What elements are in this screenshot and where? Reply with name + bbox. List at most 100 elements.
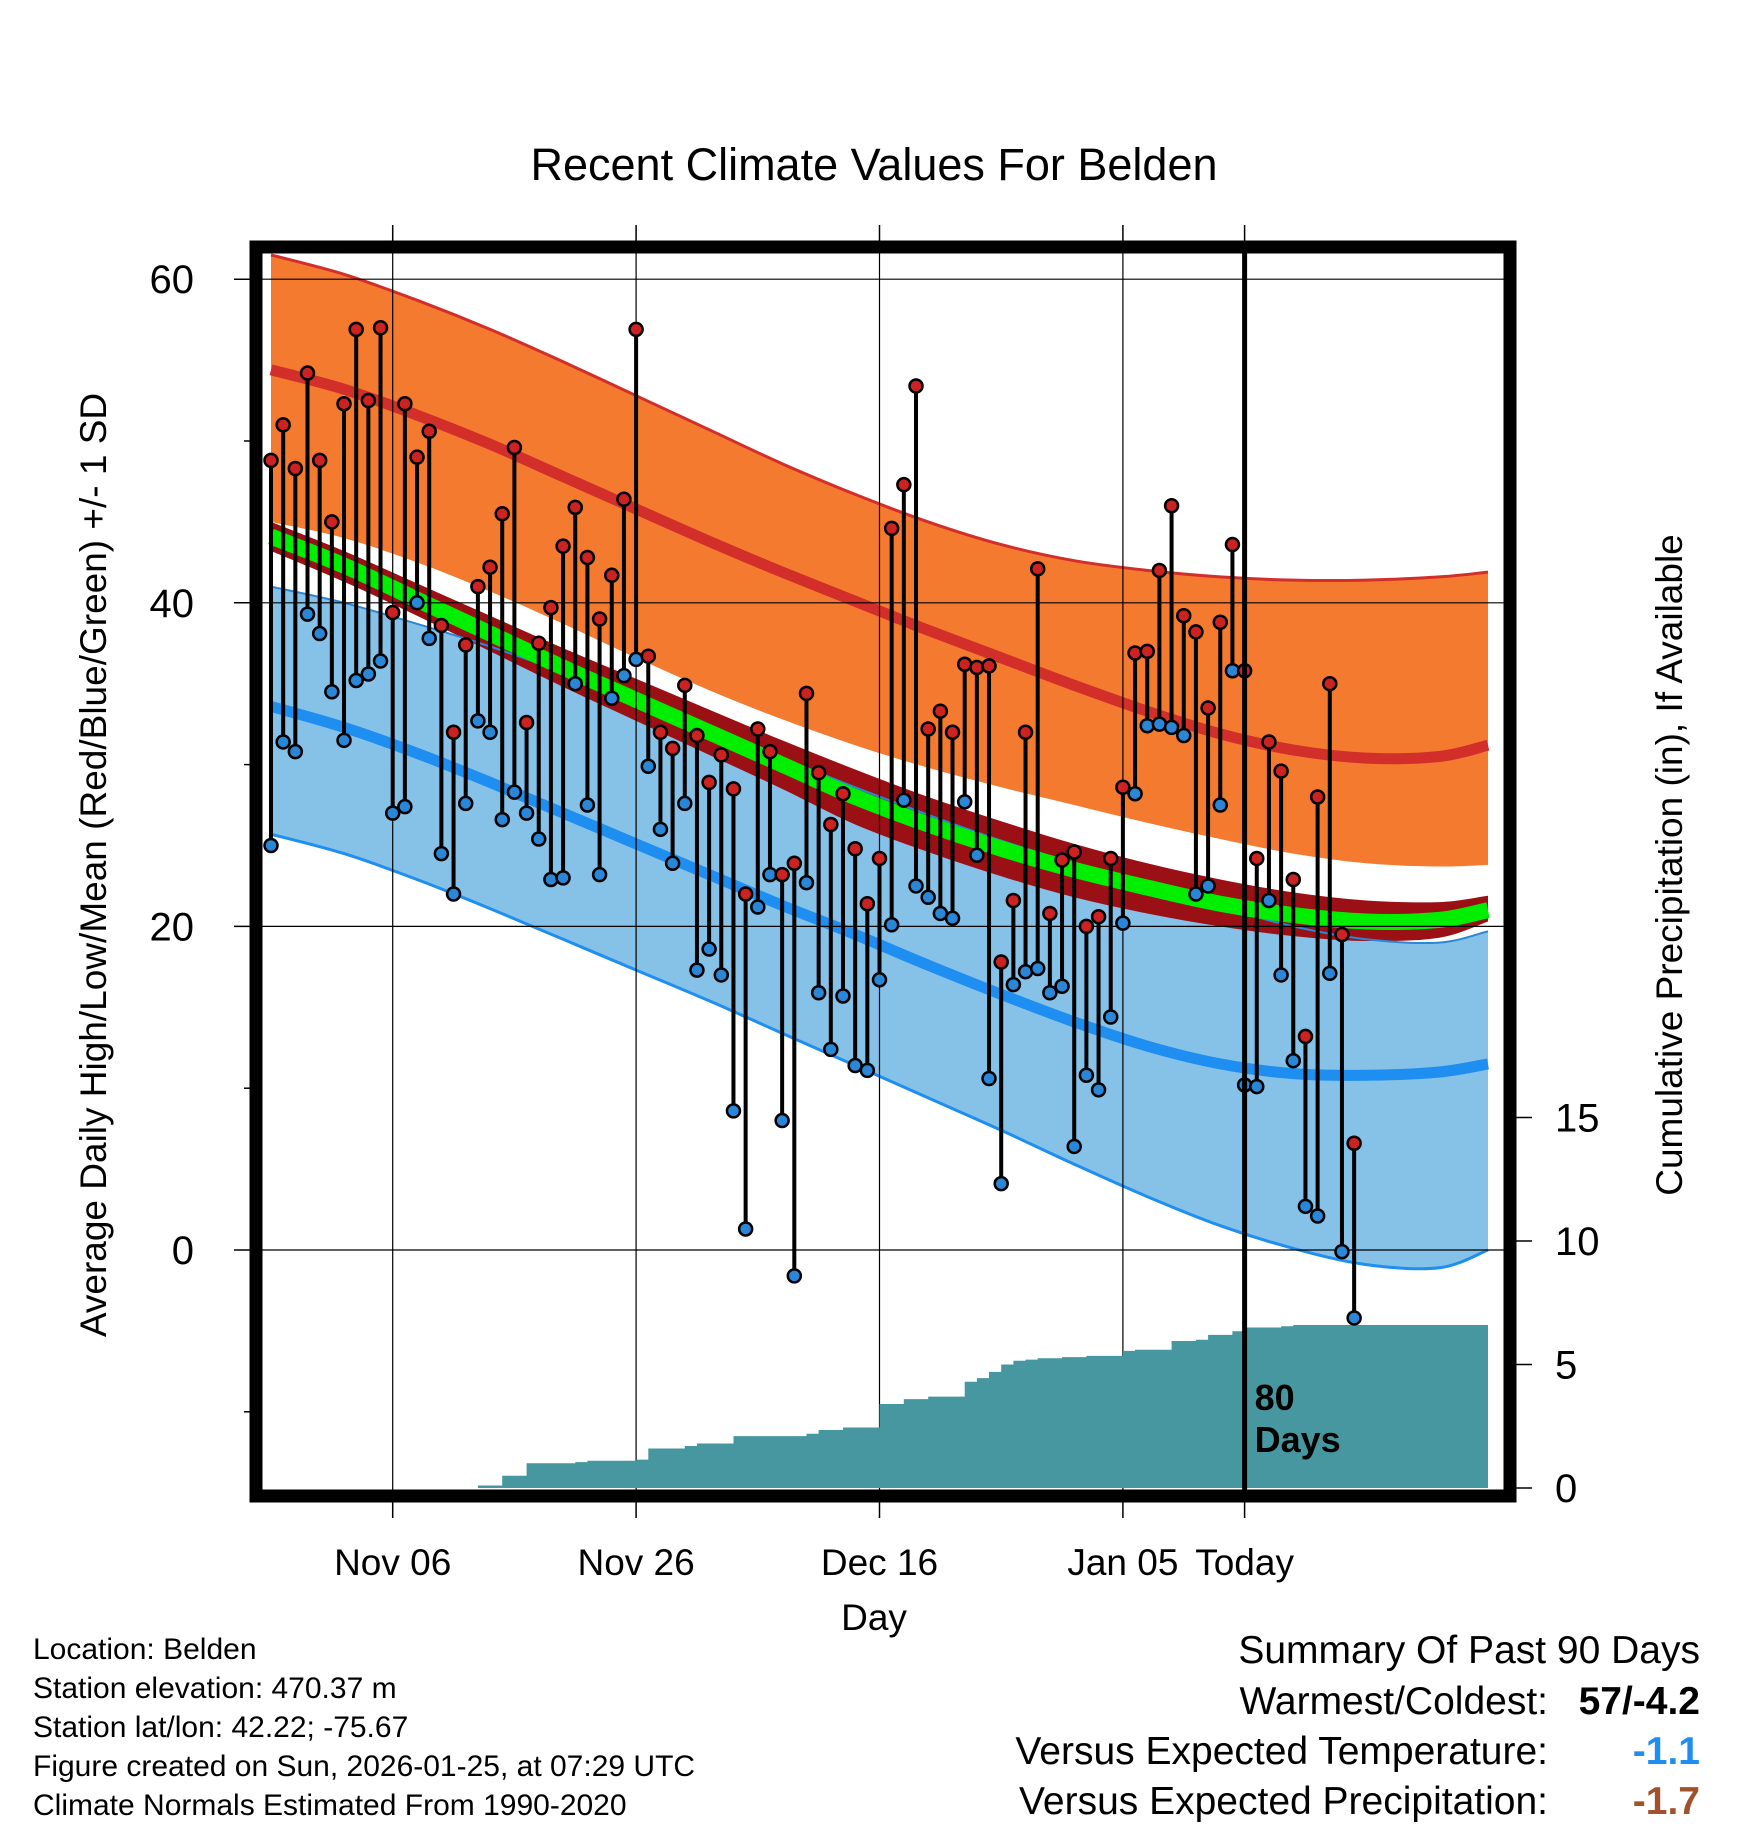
obs-high-point <box>409 449 425 465</box>
obs-high-point <box>920 721 936 737</box>
obs-high-point <box>579 549 596 566</box>
temp-value: -1.1 <box>1632 1730 1700 1773</box>
obs-high-point <box>762 743 778 760</box>
obs-low-point <box>1309 1208 1326 1224</box>
warmest-coldest-label: Warmest/Coldest: <box>1239 1680 1548 1723</box>
obs-low-point <box>725 1103 742 1119</box>
obs-high-point <box>664 740 681 757</box>
obs-high-point <box>604 567 620 584</box>
obs-low-point <box>494 811 510 828</box>
obs-low-point <box>1102 1009 1119 1025</box>
obs-high-point <box>616 491 632 507</box>
obs-high-point <box>725 781 742 797</box>
obs-high-point <box>1309 789 1326 805</box>
obs-low-point <box>409 595 425 611</box>
obs-high-point <box>1163 497 1180 514</box>
obs-high-point <box>1066 844 1082 860</box>
y-tick-label: 20 <box>150 905 195 949</box>
obs-high-point <box>847 840 863 857</box>
obs-low-point <box>299 606 316 622</box>
obs-high-point <box>689 727 705 744</box>
obs-low-point <box>543 871 559 888</box>
obs-low-point <box>908 878 924 894</box>
obs-high-point <box>713 747 730 763</box>
obs-high-point <box>1139 643 1155 660</box>
obs-high-point <box>494 506 510 522</box>
y-axis-label: Average Daily High/Low/Mean (Red/Blue/Gr… <box>73 393 114 1337</box>
obs-low-point <box>1322 965 1338 982</box>
obs-low-point <box>1054 978 1070 995</box>
obs-low-point <box>1163 719 1180 736</box>
x-tick-label: Today <box>1195 1542 1294 1583</box>
obs-low-point <box>555 870 571 886</box>
obs-low-point <box>993 1175 1009 1192</box>
obs-low-point <box>896 792 912 808</box>
obs-low-point <box>823 1041 839 1058</box>
obs-high-point <box>555 538 571 554</box>
summary-panel: Summary Of Past 90 Days Warmest/Coldest:… <box>1015 1625 1700 1827</box>
obs-high-point <box>457 637 474 653</box>
obs-high-point <box>360 392 377 409</box>
y2-tick-label: 10 <box>1555 1220 1600 1264</box>
obs-low-point <box>883 917 900 933</box>
obs-high-point <box>737 886 754 902</box>
obs-low-point <box>604 690 620 707</box>
obs-high-point <box>1042 905 1058 922</box>
today-marker-unit: Days <box>1255 1419 1341 1460</box>
obs-high-point <box>750 721 766 737</box>
obs-high-point <box>543 599 559 616</box>
y-tick-label: 40 <box>150 582 195 626</box>
station-info: Location: Belden Station elevation: 470.… <box>33 1630 695 1825</box>
obs-high-point <box>397 396 413 412</box>
obs-high-point <box>482 559 498 575</box>
obs-high-point <box>1090 908 1107 925</box>
obs-low-point <box>969 847 985 863</box>
obs-high-point <box>993 954 1009 970</box>
x-tick-label: Nov 06 <box>334 1542 451 1583</box>
obs-low-point <box>871 972 888 988</box>
obs-high-point <box>969 659 985 676</box>
obs-high-point <box>652 724 669 740</box>
obs-low-point <box>616 667 632 684</box>
obs-high-point <box>567 499 583 516</box>
obs-low-point <box>1249 1078 1265 1095</box>
obs-low-point <box>360 666 377 682</box>
obs-high-point <box>1346 1135 1362 1151</box>
latlon-text: Station lat/lon: 42.22; -75.67 <box>33 1711 409 1744</box>
y-tick-label: 60 <box>150 258 195 302</box>
obs-high-point <box>1334 926 1350 943</box>
elevation-text: Station elevation: 470.37 m <box>33 1672 397 1705</box>
obs-low-point <box>1285 1052 1302 1069</box>
obs-low-point <box>530 831 547 847</box>
today-marker-count: 80 <box>1255 1377 1295 1418</box>
obs-low-point <box>445 886 462 902</box>
obs-low-point <box>336 732 352 749</box>
summary-title: Summary Of Past 90 Days <box>1238 1629 1700 1672</box>
obs-high-point <box>1029 561 1046 577</box>
obs-high-point <box>908 378 924 394</box>
obs-high-point <box>1297 1028 1314 1045</box>
obs-low-point <box>384 805 401 821</box>
x-axis-label: Day <box>841 1597 907 1638</box>
obs-low-point <box>956 794 973 810</box>
obs-low-point <box>433 845 450 862</box>
obs-low-point <box>640 758 657 774</box>
x-tick-label: Nov 26 <box>577 1542 694 1583</box>
obs-low-point <box>713 967 730 983</box>
y2-axis-label: Cumulative Precipitation (in), If Availa… <box>1649 534 1690 1196</box>
obs-high-point <box>1273 763 1289 779</box>
temp-label: Versus Expected Temperature: <box>1015 1730 1548 1773</box>
obs-high-point <box>591 611 608 627</box>
obs-low-point <box>1029 960 1046 977</box>
precip-value: -1.7 <box>1632 1780 1700 1823</box>
obs-low-point <box>1005 976 1022 993</box>
obs-high-point <box>299 365 316 381</box>
obs-high-point <box>774 866 790 883</box>
obs-high-point <box>944 724 961 740</box>
obs-low-point <box>1078 1067 1095 1084</box>
obs-high-point <box>1176 607 1192 624</box>
obs-low-point <box>786 1268 803 1284</box>
plot-frame: 80 Days <box>249 240 1517 1503</box>
obs-high-point <box>470 578 486 595</box>
obs-high-point <box>1115 779 1131 796</box>
